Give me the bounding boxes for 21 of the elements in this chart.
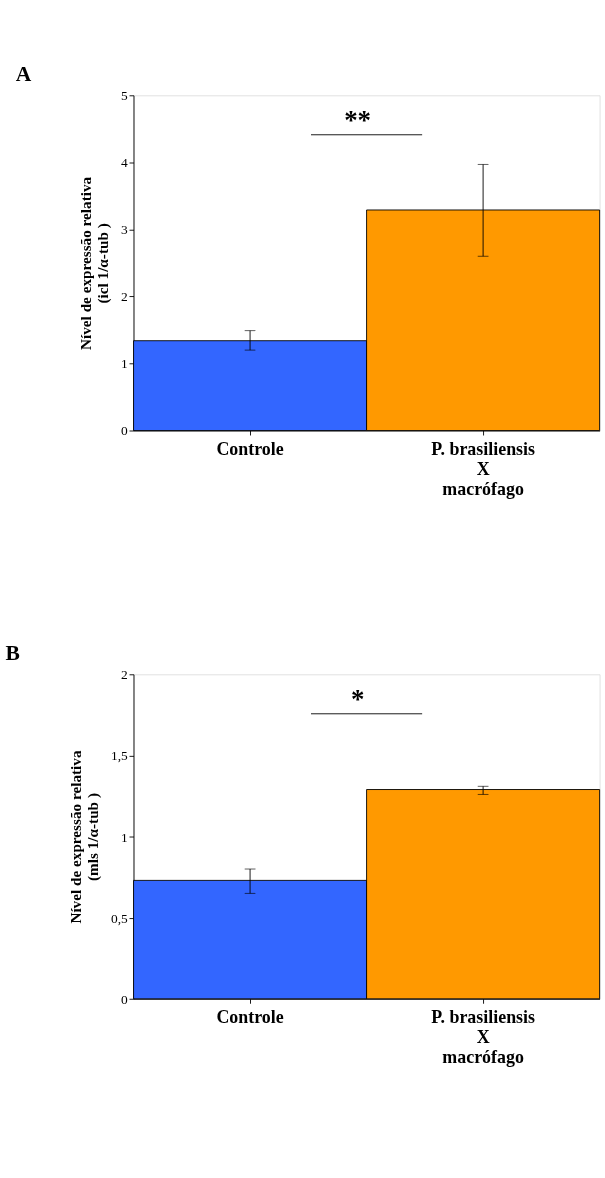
x-tick-label: P. brasiliensis X macrófago	[431, 439, 536, 499]
y-axis-title: Nível de expressão relativa (icl 1/α-tub )	[77, 176, 113, 350]
y-tick-label: 3	[121, 222, 128, 238]
y-tick-label: 5	[121, 88, 128, 104]
y-tick-label: 2	[121, 289, 128, 305]
x-tick-label: Controle	[216, 1007, 284, 1028]
y-tick-label: 4	[121, 155, 128, 171]
y-tick-label: 0	[121, 423, 128, 439]
y-tick-label: 1	[121, 356, 128, 372]
chart-title: A	[15, 62, 32, 86]
annotation: *	[350, 684, 365, 715]
y-tick-label: 0,5	[110, 910, 128, 926]
annotation: **	[344, 105, 372, 136]
x-tick-label: Controle	[216, 439, 284, 460]
chart-title: B	[5, 641, 20, 666]
y-tick-label: 1,5	[110, 748, 128, 764]
y-axis-title: Nível de expressão relativa (mls 1/α-tub )	[67, 750, 103, 924]
x-tick-label: P. brasiliensis X macrófago	[431, 1007, 536, 1067]
y-tick-label: 2	[121, 667, 128, 683]
y-tick-label: 1	[121, 829, 128, 845]
y-tick-label: 0	[121, 991, 128, 1007]
